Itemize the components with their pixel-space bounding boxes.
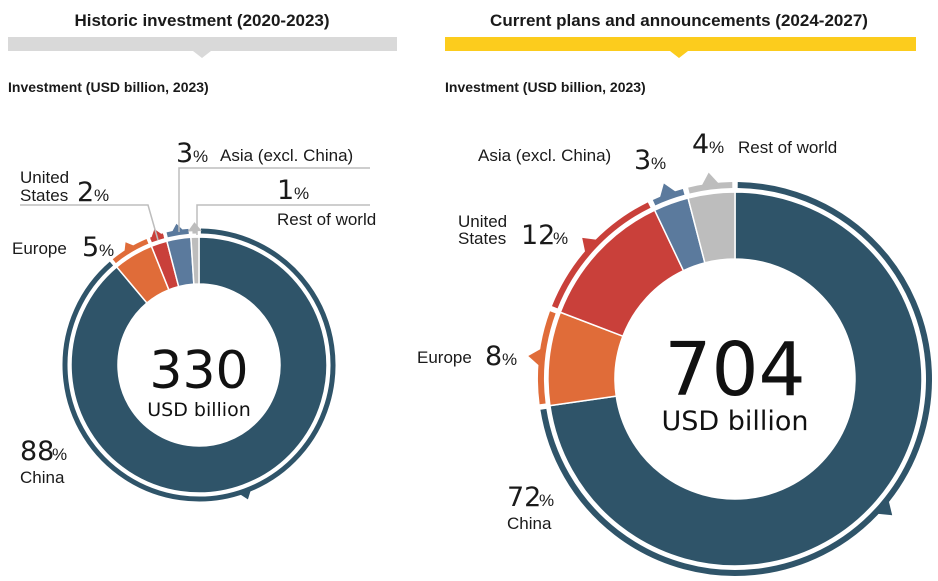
- right-name-us-line1: United: [458, 212, 507, 231]
- left-leader-us: [20, 204, 159, 241]
- right-pct-sign-china: %: [539, 491, 554, 510]
- left-label-asia: 3 % Asia (excl. China): [176, 138, 353, 169]
- donut-pointer-rest-of-world: [700, 172, 721, 189]
- donut-pointer-china: [238, 488, 252, 500]
- left-pct-sign-europe: %: [99, 241, 114, 260]
- left-total-value: 330: [149, 341, 248, 401]
- donut-pointer-united-states: [582, 237, 600, 256]
- right-pct-china: 72: [507, 482, 541, 513]
- left-name-us-line1: United: [20, 168, 69, 187]
- left-total-unit: USD billion: [147, 399, 250, 421]
- right-pct-asia: 3: [634, 145, 651, 176]
- donut-slice-rest-of-world: [190, 236, 200, 285]
- left-name-asia: Asia (excl. China): [220, 146, 353, 165]
- right-name-asia: Asia (excl. China): [478, 146, 611, 165]
- right-label-row: 4 % Rest of world: [692, 129, 837, 160]
- left-name-row: Rest of world: [277, 210, 376, 229]
- left-pct-europe: 5: [82, 232, 99, 263]
- left-pct-us: 2: [77, 177, 94, 208]
- donut-pointer-rest-of-world: [187, 222, 202, 232]
- left-panel-header: Historic investment (2020-2023) Investme…: [8, 11, 397, 95]
- right-pct-sign-europe: %: [502, 350, 517, 369]
- donut-chart-historic: [62, 222, 336, 502]
- left-pct-row: 1: [277, 175, 294, 206]
- donut-pointer-asia-excl-china: [659, 183, 679, 201]
- right-panel-title: Current plans and announcements (2024-20…: [490, 11, 868, 30]
- right-name-us-line2: States: [458, 229, 506, 248]
- left-label-china: 88 % China: [20, 436, 67, 487]
- right-panel-subtitle: Investment (USD billion, 2023): [445, 79, 646, 95]
- right-label-us: United States 12 %: [458, 212, 568, 251]
- donut-pointer-united-states: [150, 229, 164, 241]
- left-pct-asia: 3: [176, 138, 193, 169]
- left-label-us: United States 2 %: [20, 168, 109, 208]
- left-pct-sign-china: %: [52, 445, 67, 464]
- right-pct-sign-us: %: [553, 229, 568, 248]
- right-pct-sign-asia: %: [651, 154, 666, 173]
- donut-pointer-europe: [124, 242, 137, 254]
- right-name-europe: Europe: [417, 348, 472, 367]
- left-pct-sign-asia: %: [193, 147, 208, 166]
- right-label-europe: Europe 8 %: [417, 341, 517, 372]
- left-panel-banner: [8, 37, 397, 58]
- left-label-europe: Europe 5 %: [12, 232, 114, 263]
- donut-pointer-europe: [528, 347, 544, 368]
- right-pct-sign-row: %: [709, 138, 724, 157]
- right-pct-us: 12: [521, 220, 555, 251]
- left-name-us-line2: States: [20, 186, 68, 205]
- left-pct-sign-row: %: [294, 184, 309, 203]
- donut-pointer-asia-excl-china: [170, 223, 185, 234]
- donut-slice-rest-of-world: [687, 191, 736, 264]
- right-panel-banner: [445, 37, 916, 58]
- left-label-row: 1 % Rest of world: [277, 175, 376, 229]
- right-panel-header: Current plans and announcements (2024-20…: [445, 11, 916, 95]
- left-panel-title: Historic investment (2020-2023): [74, 11, 329, 30]
- left-pct-china: 88: [20, 436, 54, 467]
- right-label-asia: Asia (excl. China) 3 %: [478, 145, 666, 176]
- left-name-europe: Europe: [12, 239, 67, 258]
- donut-slice-china: [70, 236, 328, 494]
- left-leader-row: [196, 204, 370, 235]
- right-name-china: China: [507, 514, 552, 533]
- donut-slice-china: [549, 191, 923, 567]
- right-label-china: 72 % China: [507, 482, 554, 533]
- left-name-china: China: [20, 468, 65, 487]
- right-pct-row: 4: [692, 129, 709, 160]
- left-panel-subtitle: Investment (USD billion, 2023): [8, 79, 209, 95]
- left-pct-sign-us: %: [94, 186, 109, 205]
- right-name-row: Rest of world: [738, 138, 837, 157]
- right-total-unit: USD billion: [661, 406, 808, 437]
- donut-pointer-china: [874, 498, 893, 516]
- right-pct-europe: 8: [485, 341, 502, 372]
- left-leader-asia: [178, 167, 370, 232]
- donut-chart-plans: [528, 172, 932, 576]
- right-total-value: 704: [664, 327, 805, 413]
